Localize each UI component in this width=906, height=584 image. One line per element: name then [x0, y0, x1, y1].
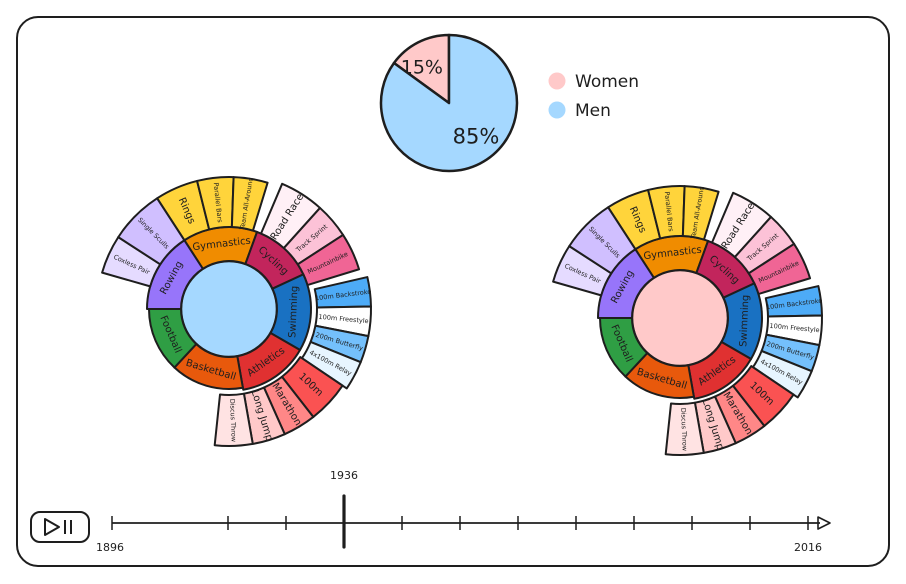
sport-label-swimming: Swimming: [287, 285, 300, 338]
sport-arc-athletics[interactable]: [687, 341, 753, 400]
event-arc-single-sculls[interactable]: [568, 206, 637, 275]
timeline-current-year: 1936: [330, 469, 358, 482]
event-arc-single-sculls[interactable]: [117, 197, 186, 266]
play-pause-button[interactable]: [30, 511, 90, 543]
legend-swatch-men: [548, 101, 566, 119]
event-arc-team-all-around[interactable]: [681, 185, 720, 241]
legend-label-men: Men: [575, 101, 611, 121]
event-arc-discus-throw[interactable]: [213, 392, 254, 447]
timeline-end-year: 2016: [794, 541, 822, 554]
gender-pie-chart: 15% 85% Women Men: [379, 33, 639, 173]
timeline-start-year: 1896: [96, 541, 124, 554]
timeline-arrow-icon: [817, 516, 831, 530]
timeline: 1936 1896 2016: [96, 469, 831, 554]
play-pause-icon: [44, 518, 72, 536]
app-frame: [16, 16, 890, 567]
event-label-discus-throw: Discus Throw: [679, 408, 689, 452]
pie-label-men: 85%: [453, 124, 500, 148]
legend-swatch-women: [548, 72, 566, 90]
pie-label-women: 15%: [401, 56, 443, 78]
legend-label-women: Women: [575, 72, 639, 92]
pie-slice-men[interactable]: [379, 33, 519, 173]
event-arc-team-all-around[interactable]: [230, 176, 269, 232]
sport-label-swimming: Swimming: [738, 294, 751, 347]
pie-slice-women[interactable]: [392, 33, 451, 105]
event-label-discus-throw: Discus Throw: [228, 399, 238, 443]
event-arc-discus-throw[interactable]: [664, 401, 705, 456]
sport-arc-athletics[interactable]: [236, 332, 302, 391]
